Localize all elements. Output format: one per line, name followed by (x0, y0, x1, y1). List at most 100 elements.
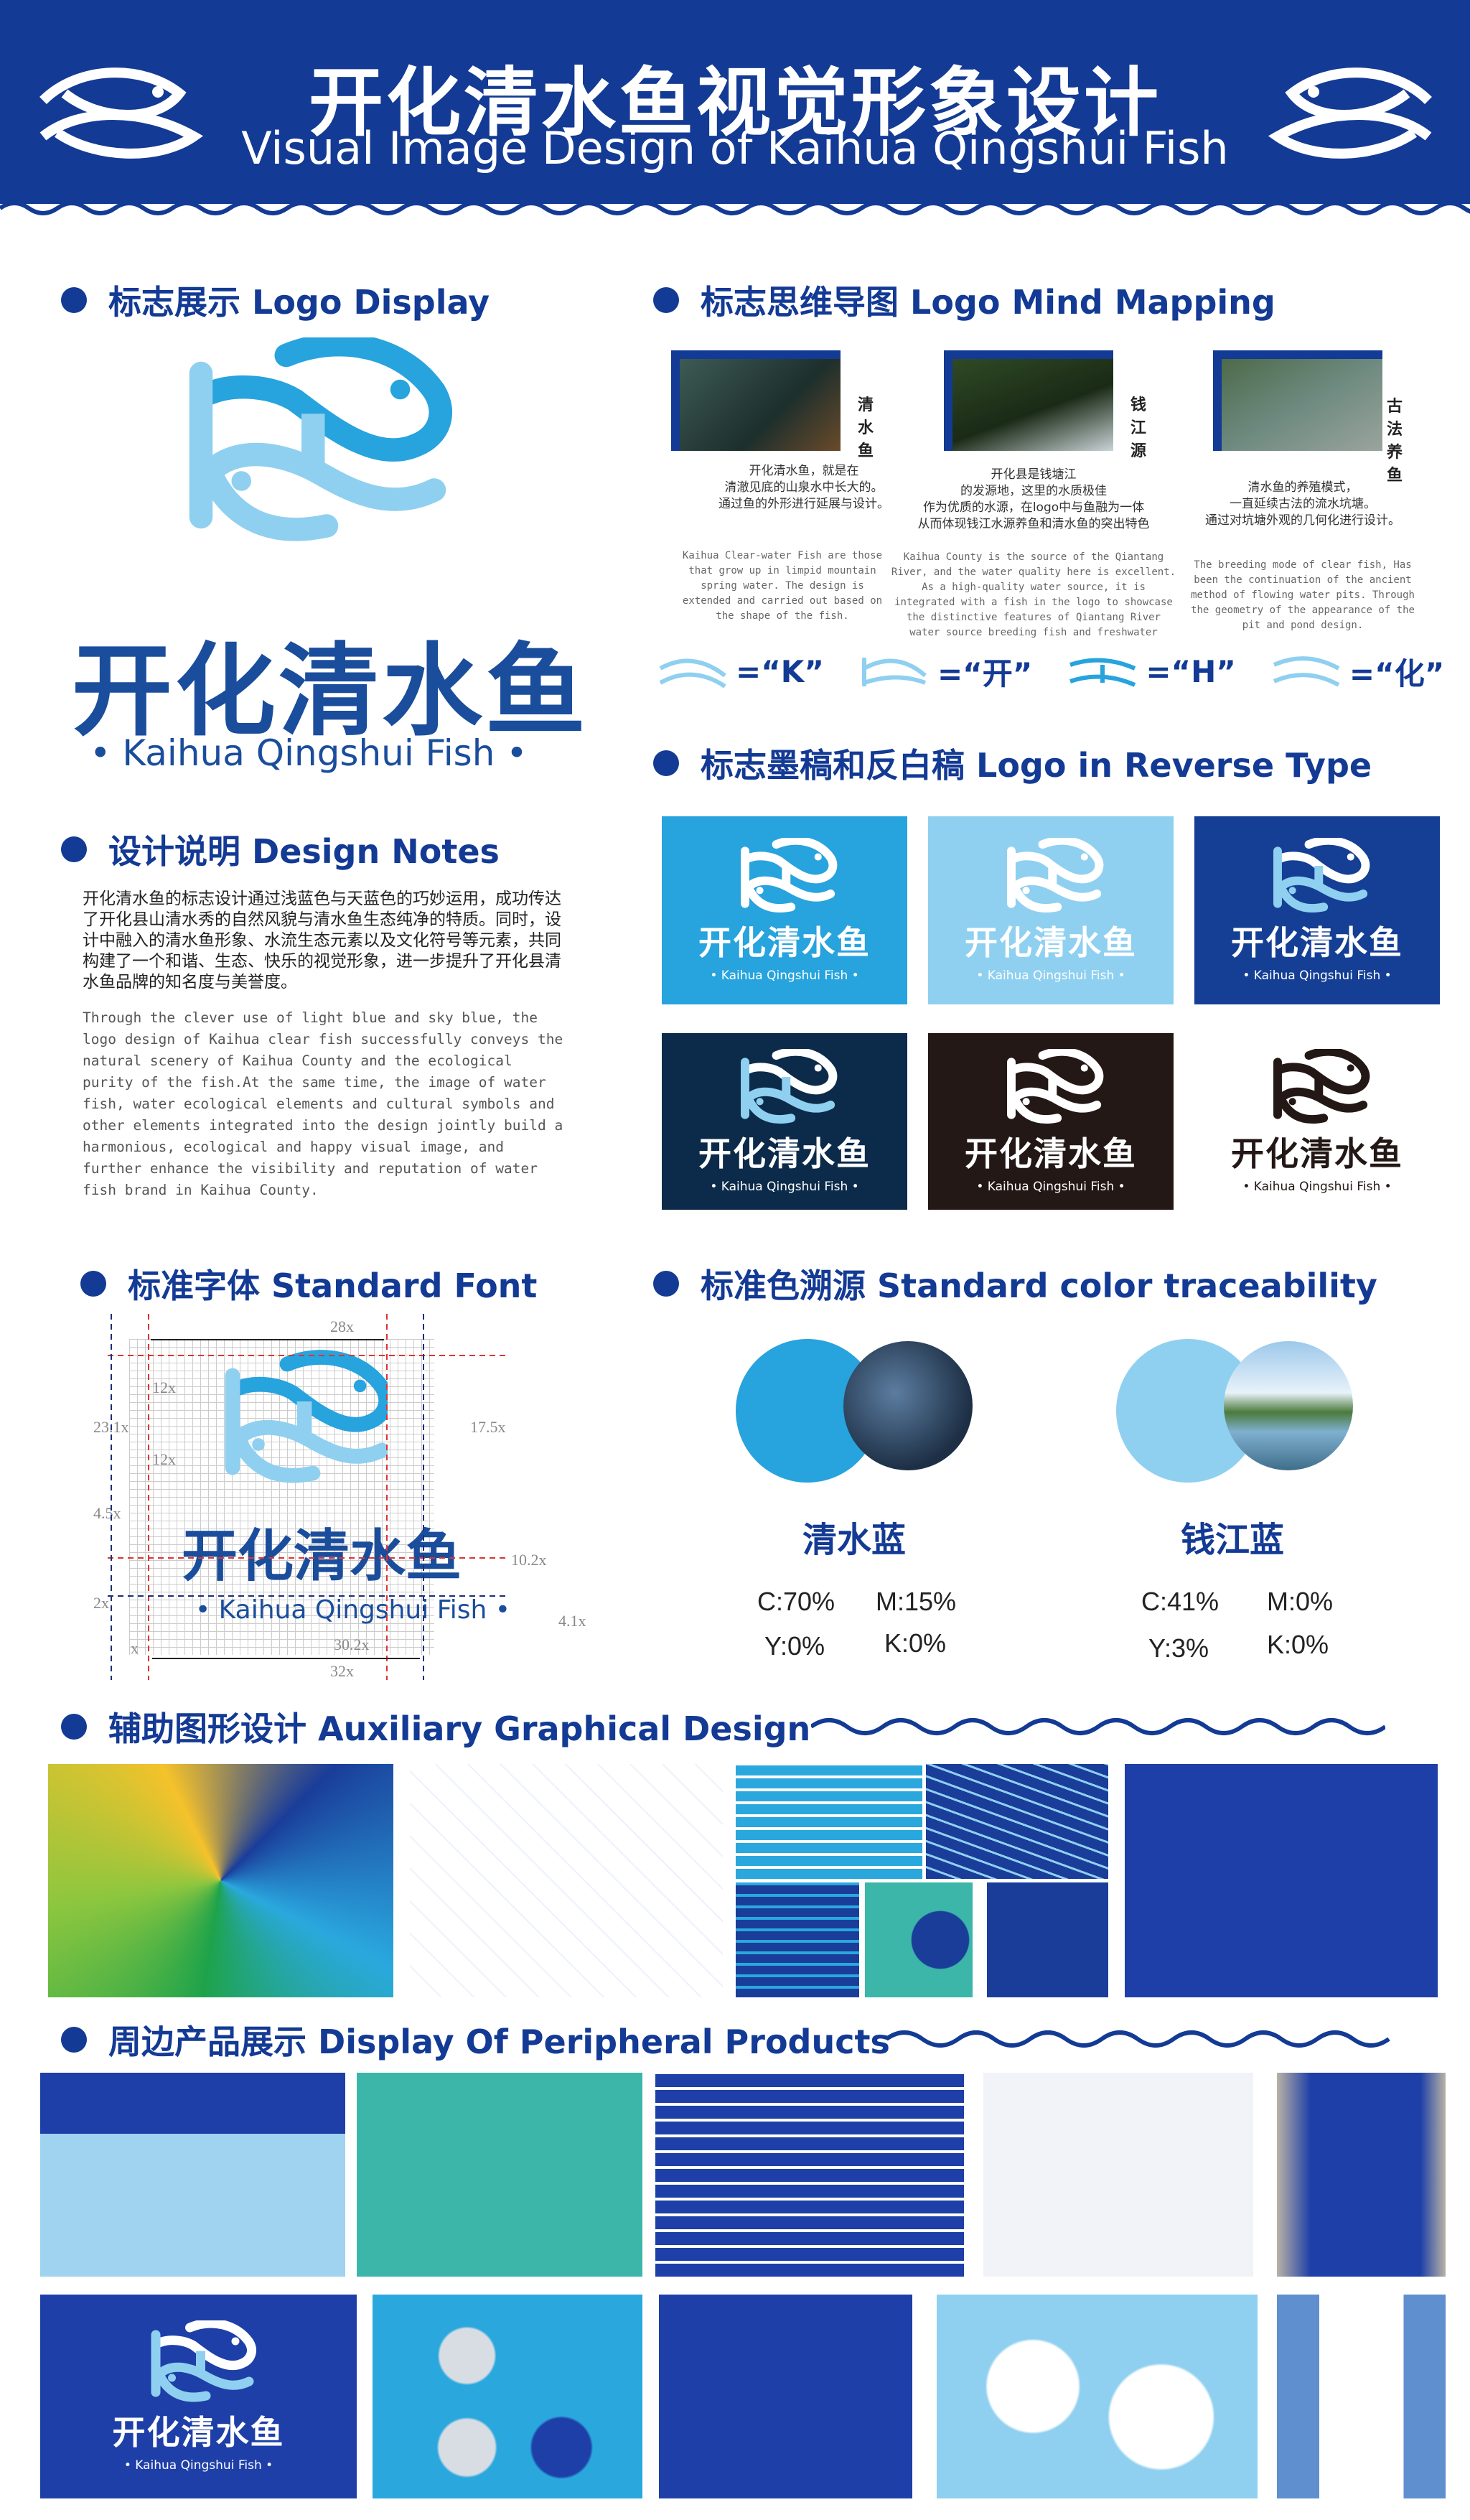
desc-cn: 清水鱼的养殖模式， 一直延续古法的流水坑塘。 通过对坑塘外观的几何化进行设计。 (1205, 480, 1400, 528)
color-name: 钱江蓝 (1181, 1520, 1285, 1560)
desc-en: Kaihua Clear-water Fish are those that g… (682, 550, 883, 622)
wave-border (0, 195, 1470, 215)
koi-fish-photo (671, 350, 841, 451)
aux-wave-pattern (736, 1764, 922, 1879)
equation-text: =“开” (937, 656, 1033, 691)
product-plates (937, 2295, 1258, 2498)
tile-cn: 开化清水鱼 (1231, 923, 1403, 962)
wave-stroke-icon (659, 658, 726, 689)
tile-en: • Kaihua Qingshui Fish • (1242, 969, 1392, 983)
guide-lines (108, 1314, 510, 1680)
tile-cn: 开化清水鱼 (965, 923, 1137, 962)
mind-map-desc: 开化清水鱼，就是在 清澈见底的山泉水中长大的。 通过鱼的外形进行延展与设计。 Ka… (660, 463, 947, 624)
dim-label: 10.2x (511, 1551, 547, 1569)
dim-label: 4.5x (93, 1504, 121, 1522)
cmyk-value: Y:0% (764, 1631, 825, 1661)
aux-wave-pattern (736, 1882, 859, 1997)
tile-en: • Kaihua Qingshui Fish • (710, 969, 859, 983)
rock-water-photo (843, 1341, 973, 1470)
equation-hua: =“化” (1270, 650, 1444, 694)
product-shopping-bag (1277, 2295, 1446, 2498)
river-landscape-photo (1224, 1341, 1353, 1470)
design-notes-cn: 开化清水鱼的标志设计通过浅蓝色与天蓝色的巧妙运用，成功传达了开化县山清水秀的自然… (83, 890, 561, 991)
mind-map-desc: 开化县是钱塘江 的发源地，这里的水质极佳 作为优质的水源，在logo中与鱼融为一… (890, 467, 1177, 640)
section-heading-design-notes: 设计说明 Design Notes (61, 826, 500, 873)
logo-tile-sky: 开化清水鱼 • Kaihua Qingshui Fish • (662, 816, 907, 1004)
mind-map-desc: 清水鱼的养殖模式， 一直延续古法的流水坑塘。 通过对坑塘外观的几何化进行设计。 T… (1177, 480, 1428, 633)
product-lunchbox (40, 2073, 345, 2277)
product-cup (659, 2295, 912, 2498)
tile-en: • Kaihua Qingshui Fish • (976, 1180, 1125, 1194)
mind-map-item: 古法养鱼 (1213, 350, 1403, 485)
bullet-dot (653, 1271, 679, 1297)
mind-map-label: 钱江源 (1130, 396, 1147, 460)
fish-logo (127, 2320, 271, 2407)
equation-text: =“K” (736, 654, 824, 689)
dim-label: 32x (330, 1662, 354, 1680)
desc-en: The breeding mode of clear fish, Has bee… (1191, 559, 1415, 631)
product-poster (1277, 2073, 1446, 2277)
cmyk-value: M:0% (1267, 1587, 1334, 1616)
fish-pond-photo (1213, 350, 1382, 451)
heading-text: 辅助图形设计 Auxiliary Graphical Design (108, 1709, 811, 1748)
cmyk-value: M:15% (876, 1587, 957, 1616)
dim-label: 17.5x (470, 1418, 506, 1436)
product-badges (373, 2295, 642, 2498)
heading-text: 标准字体 Standard Font (128, 1266, 538, 1305)
logo-tile-black: 开化清水鱼 • Kaihua Qingshui Fish • (928, 1033, 1174, 1210)
heading-text: 设计说明 Design Notes (108, 832, 500, 871)
fish-logo (986, 1049, 1115, 1128)
heading-text: 周边产品展示 Display Of Peripheral Products (108, 2022, 890, 2061)
tile-cn: 开化清水鱼 (1231, 1134, 1403, 1173)
design-notes-en: Through the clever use of light blue and… (83, 1009, 563, 1198)
section-heading-font: 标准字体 Standard Font (80, 1260, 537, 1307)
logo-tile-navy: 开化清水鱼 • Kaihua Qingshui Fish • (1194, 816, 1440, 1004)
heading-text: 标志思维导图 Logo Mind Mapping (701, 283, 1275, 322)
section-heading-products: 周边产品展示 Display Of Peripheral Products (61, 2016, 890, 2063)
fish-icon (39, 67, 204, 159)
fish-stroke-icon (861, 657, 927, 686)
logo-tile-white: 开化清水鱼 • Kaihua Qingshui Fish • (1194, 1033, 1440, 1210)
equation-text: =“H” (1146, 654, 1236, 689)
equation-text: =“化” (1349, 656, 1445, 691)
cmyk-value: Y:3% (1148, 1633, 1209, 1663)
product-tableware (983, 2073, 1253, 2277)
aux-pattern-collage (48, 1764, 393, 1997)
aux-fish-pattern (865, 1882, 973, 1997)
card-en: • Kaihua Qingshui Fish • (123, 2458, 273, 2473)
grid-wordmark-en: • Kaihua Qingshui Fish • (195, 1595, 511, 1625)
aux-wave-pattern (926, 1764, 1108, 1879)
wave-stroke-icon (1273, 655, 1340, 687)
fish-logo (986, 838, 1115, 917)
grid-wordmark-cn: 开化清水鱼 (182, 1524, 462, 1589)
desc-cn: 开化县是钱塘江 的发源地，这里的水质极佳 作为优质的水源，在logo中与鱼融为一… (917, 467, 1150, 531)
color-name: 清水蓝 (802, 1520, 907, 1560)
wave-ornament (886, 2030, 1390, 2048)
card-cn: 开化清水鱼 (112, 2413, 285, 2452)
cmyk-value: C:70% (757, 1587, 835, 1616)
section-heading-mind-mapping: 标志思维导图 Logo Mind Mapping (653, 276, 1275, 324)
product-takeout-box (357, 2073, 642, 2277)
cmyk-value: K:0% (1267, 1630, 1329, 1659)
bullet-dot (61, 836, 87, 862)
page-subtitle: Visual Image Design of Kaihua Qingshui F… (241, 122, 1229, 174)
tile-en: • Kaihua Qingshui Fish • (710, 1180, 859, 1194)
dim-label: 28x (330, 1317, 354, 1335)
brand-wordmark-en: • Kaihua Qingshui Fish • (90, 732, 528, 774)
dim-label: 12x (152, 1378, 176, 1396)
fish-logo (1253, 838, 1382, 917)
page-title: 开化清水鱼视觉形象设计 (308, 59, 1161, 146)
product-logo-card: 开化清水鱼 • Kaihua Qingshui Fish • (40, 2295, 357, 2498)
heading-text: 标志展示 Logo Display (108, 283, 490, 322)
design-notes: 开化清水鱼的标志设计通过浅蓝色与天蓝色的巧妙运用，成功传达了开化县山清水秀的自然… (83, 889, 571, 1201)
wave-ornament (811, 1718, 1385, 1735)
tile-cn: 开化清水鱼 (965, 1134, 1137, 1173)
mind-map-label: 古法养鱼 (1387, 398, 1403, 485)
logo-letter-equations: =“K” =“开” =“H” =“化” (657, 650, 1444, 694)
dim-label: 2x (93, 1594, 109, 1612)
dim-label: x (131, 1639, 139, 1657)
fish-logo (720, 1049, 849, 1128)
equation-kai: =“开” (858, 650, 1032, 694)
section-heading-logo-display: 标志展示 Logo Display (61, 276, 490, 324)
section-heading-color: 标准色溯源 Standard color traceability (653, 1260, 1377, 1307)
